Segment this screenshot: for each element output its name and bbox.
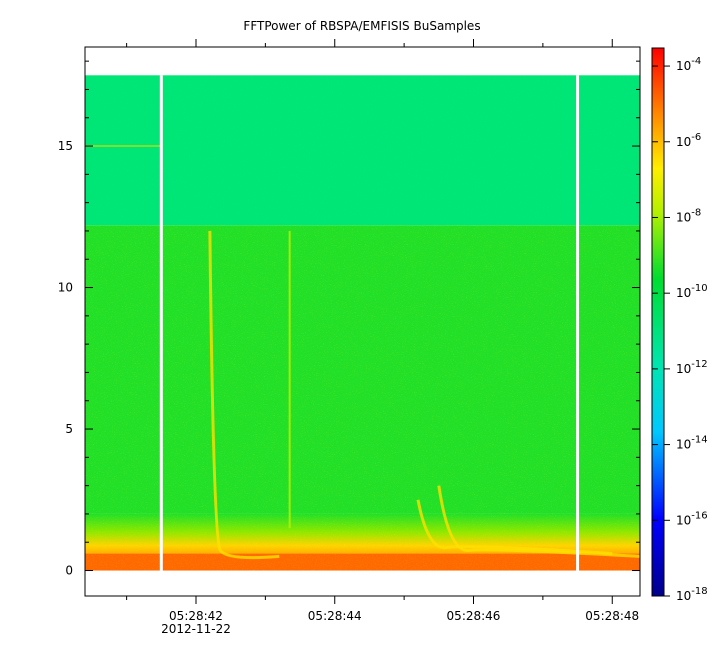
colorbar-tick-base: 10 bbox=[676, 513, 691, 527]
falling-tone-emission bbox=[437, 485, 641, 558]
colorbar-tick-label: 10-12 bbox=[676, 359, 708, 376]
falling-tone-emission bbox=[208, 230, 280, 560]
spectrogram-bands bbox=[85, 75, 640, 571]
colorbar-tick-base: 10 bbox=[676, 135, 691, 149]
colorbar-tick-label: 10-8 bbox=[676, 207, 701, 224]
colorbar-tick-label: 10-18 bbox=[676, 586, 708, 603]
colorbar-tick-base: 10 bbox=[676, 362, 691, 376]
y-tick-label: 15 bbox=[58, 139, 73, 153]
data-gaps bbox=[159, 75, 580, 571]
colorbar-tick-base: 10 bbox=[676, 589, 691, 603]
noise-texture-upper bbox=[85, 75, 640, 226]
falling-tone-emission bbox=[416, 499, 613, 556]
x-tick-label: 05:28:44 bbox=[308, 609, 362, 623]
spectrogram-plot-area bbox=[84, 46, 641, 597]
colorbar-tick-exponent: -6 bbox=[691, 132, 701, 143]
x-axis-date-label: 2012-11-22 bbox=[161, 622, 231, 636]
colorbar-tick-base: 10 bbox=[676, 59, 691, 73]
colorbar-tick-label: 10-6 bbox=[676, 132, 701, 149]
x-tick-label: 05:28:46 bbox=[447, 609, 501, 623]
colorbar-tick-exponent: -16 bbox=[691, 510, 707, 521]
colorbar-tick-base: 10 bbox=[676, 438, 691, 452]
colorbar-tick-base: 10 bbox=[676, 286, 691, 300]
plot-frame bbox=[84, 46, 641, 597]
colorbar-tick-exponent: -8 bbox=[691, 207, 701, 218]
noise-texture-lower bbox=[85, 225, 640, 571]
colorbar-tick-exponent: -4 bbox=[691, 56, 701, 67]
x-axis: 05:28:42 05:28:44 05:28:46 05:28:48 bbox=[126, 39, 639, 623]
data-gap-stripe bbox=[576, 75, 580, 571]
colorbar-tick-exponent: -18 bbox=[691, 586, 707, 597]
colorbar-tick-exponent: -14 bbox=[691, 435, 707, 446]
y-axis: 0 5 10 15 bbox=[58, 60, 640, 578]
x-tick-label: 05:28:48 bbox=[585, 609, 639, 623]
colorbar-tick-exponent: -12 bbox=[691, 359, 707, 370]
colorbar-tick-label: 10-4 bbox=[676, 56, 701, 73]
colorbar-tick-label: 10-14 bbox=[676, 435, 708, 452]
y-tick-label: 5 bbox=[65, 422, 73, 436]
x-tick-label: 05:28:42 bbox=[169, 609, 223, 623]
colorbar-tick-exponent: -10 bbox=[691, 283, 707, 294]
colorbar-tick-base: 10 bbox=[676, 210, 691, 224]
colorbar-gradient-bar bbox=[651, 47, 665, 597]
y-tick-label: 10 bbox=[58, 281, 73, 295]
colorbar-tick-label: 10-16 bbox=[676, 510, 708, 527]
chart-title: FFTPower of RBSPA/EMFISIS BuSamples bbox=[243, 19, 480, 33]
colorbar-tick-label: 10-10 bbox=[676, 283, 708, 300]
data-gap-stripe bbox=[159, 75, 163, 571]
y-tick-label: 0 bbox=[65, 564, 73, 578]
wave-emissions bbox=[208, 230, 641, 560]
